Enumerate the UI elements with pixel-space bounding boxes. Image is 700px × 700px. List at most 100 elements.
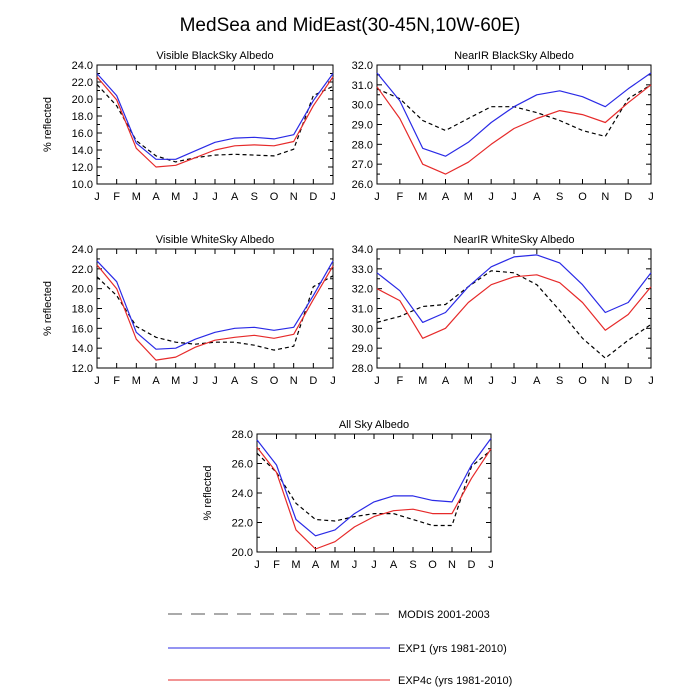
x-tick-label: M (418, 375, 427, 387)
x-tick-label: J (352, 559, 358, 571)
y-tick-label: 14.0 (72, 343, 93, 355)
x-tick-label: N (290, 375, 298, 387)
x-tick-label: S (251, 191, 258, 203)
x-tick-label: M (291, 559, 300, 571)
y-tick-label: 30.0 (352, 323, 373, 335)
series-line-exp4c (256, 446, 492, 550)
panel-title: NearIR WhiteSky Albedo (453, 234, 574, 246)
series-line-exp1 (96, 73, 334, 160)
x-tick-label: J (371, 559, 377, 571)
x-tick-label: D (309, 375, 317, 387)
figure-title: MedSea and MidEast(30-45N,10W-60E) (180, 15, 521, 36)
x-tick-label: A (442, 191, 450, 203)
y-tick-label: 24.0 (72, 60, 93, 72)
y-tick-label: 30.0 (352, 100, 373, 112)
series-line-modis (96, 275, 334, 351)
chart-panel: NearIR WhiteSky Albedo 28.0 29.0 30.0 31.0 32… (352, 234, 654, 387)
y-tick-label: 31.0 (352, 304, 373, 316)
y-tick-label: 18.0 (72, 304, 93, 316)
x-tick-label: D (624, 191, 632, 203)
x-tick-label: J (648, 375, 654, 387)
y-tick-label: 10.0 (72, 179, 93, 191)
y-tick-label: 29.0 (352, 120, 373, 132)
y-axis-label: % reflected (202, 465, 214, 520)
y-tick-label: 18.0 (72, 111, 93, 123)
x-tick-label: F (113, 375, 120, 387)
x-tick-label: J (254, 559, 260, 571)
series-line-exp1 (256, 438, 492, 537)
x-tick-label: J (330, 375, 336, 387)
panel-title: Visible BlackSky Albedo (156, 50, 273, 62)
y-tick-label: 26.0 (352, 179, 373, 191)
x-tick-label: S (251, 375, 258, 387)
x-tick-label: O (578, 191, 587, 203)
y-axis-label: % reflected (42, 281, 54, 336)
x-tick-label: M (330, 559, 339, 571)
x-tick-label: M (464, 375, 473, 387)
x-tick-label: S (409, 559, 416, 571)
x-tick-label: J (374, 191, 380, 203)
x-tick-label: D (468, 559, 476, 571)
series-line-exp4c (376, 274, 652, 339)
y-tick-label: 26.0 (232, 459, 253, 471)
x-tick-label: J (511, 375, 517, 387)
x-tick-label: J (94, 375, 100, 387)
x-tick-label: O (428, 559, 437, 571)
legend-label-exp4c: EXP4c (yrs 1981-2010) (398, 675, 512, 687)
x-tick-label: F (113, 191, 120, 203)
y-tick-label: 14.0 (72, 145, 93, 157)
series-line-modis (376, 270, 652, 359)
x-tick-label: N (290, 191, 298, 203)
x-tick-label: S (556, 375, 563, 387)
x-tick-label: F (396, 191, 403, 203)
legend-label-exp1: EXP1 (yrs 1981-2010) (398, 643, 507, 655)
series-line-exp4c (376, 84, 652, 175)
x-tick-label: M (132, 375, 141, 387)
y-tick-label: 28.0 (352, 363, 373, 375)
y-tick-label: 28.0 (232, 429, 253, 441)
x-tick-label: M (171, 191, 180, 203)
y-tick-label: 34.0 (352, 244, 373, 256)
x-tick-label: J (488, 375, 494, 387)
y-tick-label: 32.0 (352, 60, 373, 72)
x-tick-label: A (442, 375, 450, 387)
y-tick-label: 29.0 (352, 343, 373, 355)
y-tick-label: 28.0 (352, 139, 373, 151)
y-tick-label: 24.0 (232, 488, 253, 500)
series-line-modis (96, 84, 334, 163)
chart-panel: Visible BlackSky Albedo 10.0 12.0 14.0 16.0 1… (42, 50, 336, 203)
y-tick-label: 27.0 (352, 159, 373, 171)
x-tick-label: J (648, 191, 654, 203)
x-tick-label: O (578, 375, 587, 387)
x-tick-label: M (418, 191, 427, 203)
series-line-exp1 (96, 260, 334, 350)
x-tick-label: D (309, 191, 317, 203)
series-line-exp4c (96, 76, 334, 168)
y-tick-label: 12.0 (72, 363, 93, 375)
y-tick-label: 22.0 (72, 77, 93, 89)
x-tick-label: J (330, 191, 336, 203)
x-tick-label: O (270, 191, 279, 203)
y-tick-label: 20.0 (72, 284, 93, 296)
x-tick-label: J (488, 559, 494, 571)
y-tick-label: 31.0 (352, 80, 373, 92)
y-tick-label: 20.0 (232, 547, 253, 559)
chart-panel: Visible WhiteSky Albedo 12.0 14.0 16.0 18.0 2… (42, 234, 336, 387)
x-tick-label: J (193, 191, 199, 203)
legend-label-modis: MODIS 2001-2003 (398, 609, 490, 621)
x-tick-label: J (488, 191, 494, 203)
x-tick-label: A (152, 191, 160, 203)
legend: MODIS 2001-2003 EXP1 (yrs 1981-2010) EXP4c… (168, 609, 512, 687)
y-tick-label: 24.0 (72, 244, 93, 256)
plot-frame (376, 64, 652, 185)
y-tick-label: 22.0 (232, 518, 253, 530)
y-tick-label: 12.0 (72, 162, 93, 174)
x-tick-label: M (464, 191, 473, 203)
x-tick-label: M (171, 375, 180, 387)
y-tick-label: 32.0 (352, 284, 373, 296)
y-tick-label: 20.0 (72, 94, 93, 106)
x-tick-label: M (132, 191, 141, 203)
series-line-modis (256, 449, 492, 527)
x-tick-label: S (556, 191, 563, 203)
